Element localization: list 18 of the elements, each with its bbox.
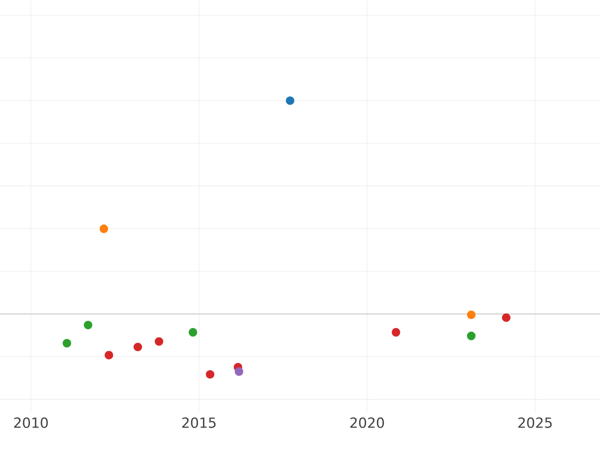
point bbox=[104, 350, 114, 360]
point bbox=[100, 224, 108, 234]
point bbox=[134, 342, 142, 352]
point bbox=[206, 370, 214, 379]
x-tick-label: 2020 bbox=[350, 417, 384, 428]
point bbox=[84, 320, 92, 330]
point bbox=[502, 313, 510, 322]
x-tick-label: 2010 bbox=[14, 417, 48, 428]
x-tick-label: 2025 bbox=[518, 417, 552, 428]
x-tick-label: 2015 bbox=[182, 417, 216, 428]
point bbox=[234, 367, 244, 376]
point bbox=[466, 332, 476, 340]
point bbox=[392, 328, 400, 337]
point bbox=[154, 337, 164, 346]
point bbox=[62, 338, 72, 348]
point bbox=[286, 96, 294, 105]
point bbox=[188, 328, 198, 337]
point bbox=[466, 310, 476, 320]
